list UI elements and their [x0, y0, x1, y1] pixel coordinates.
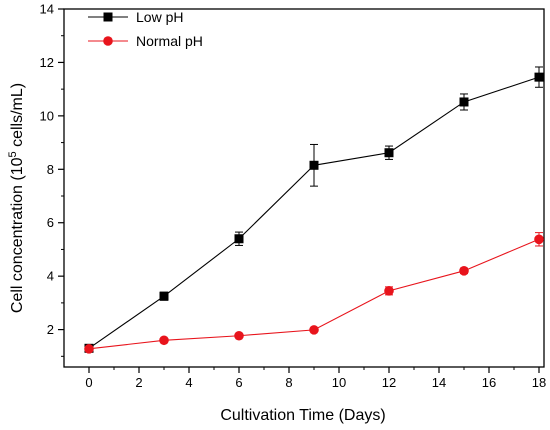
series-normal-ph [84, 232, 544, 354]
data-point [234, 330, 244, 341]
legend-marker [103, 12, 113, 22]
y-axis-title: Cell concentration (105 cells/mL) [7, 83, 26, 313]
y-axis-title-suffix: cells/mL) [9, 83, 26, 151]
legend-label: Normal pH [136, 33, 203, 49]
x-tick-label: 16 [482, 375, 496, 390]
y-axis-title-superscript: 5 [7, 151, 19, 157]
x-axis-ticks: 0 2 4 6 8 10 12 14 16 18 [85, 367, 546, 390]
data-point [84, 344, 94, 354]
data-point [384, 286, 394, 296]
y-tick-label: 6 [47, 215, 54, 230]
data-point [309, 325, 319, 335]
y-tick-label: 2 [47, 322, 54, 337]
y-axis-title-prefix: Cell concentration (10 [9, 157, 26, 313]
data-point [534, 72, 544, 82]
y-axis-ticks: 2 4 6 8 10 12 14 [40, 2, 64, 357]
x-tick-label: 12 [382, 375, 396, 390]
x-tick-label: 6 [235, 375, 242, 390]
x-tick-label: 10 [332, 375, 346, 390]
x-tick-label: 4 [185, 375, 192, 390]
plot-frame [63, 8, 545, 368]
y-tick-label: 8 [47, 162, 54, 177]
data-point [159, 335, 169, 346]
x-tick-label: 14 [432, 375, 446, 390]
series-line [88, 76, 540, 349]
plot-border [63, 8, 545, 368]
data-point [459, 266, 469, 276]
y-tick-label: 12 [40, 55, 54, 70]
data-point [309, 160, 319, 170]
data-point [384, 148, 394, 158]
legend-label: Low pH [136, 9, 183, 25]
y-tick-label: 14 [40, 2, 54, 17]
series-low-ph [84, 66, 544, 353]
legend-item: Normal pH [88, 33, 203, 49]
data-point [234, 234, 244, 244]
x-tick-label: 2 [135, 375, 142, 390]
data-point [459, 97, 469, 107]
legend-item: Low pH [88, 9, 183, 25]
legend: Low pH Normal pH [88, 9, 203, 49]
x-axis-title: Cultivation Time (Days) [220, 407, 385, 424]
x-tick-label: 0 [85, 375, 92, 390]
x-tick-label: 8 [285, 375, 292, 390]
data-point [159, 291, 169, 301]
data-point [534, 234, 544, 245]
y-tick-label: 4 [47, 269, 54, 284]
y-tick-label: 10 [40, 108, 54, 123]
series-layer [84, 66, 544, 354]
legend-marker [103, 36, 113, 46]
x-tick-label: 18 [532, 375, 546, 390]
